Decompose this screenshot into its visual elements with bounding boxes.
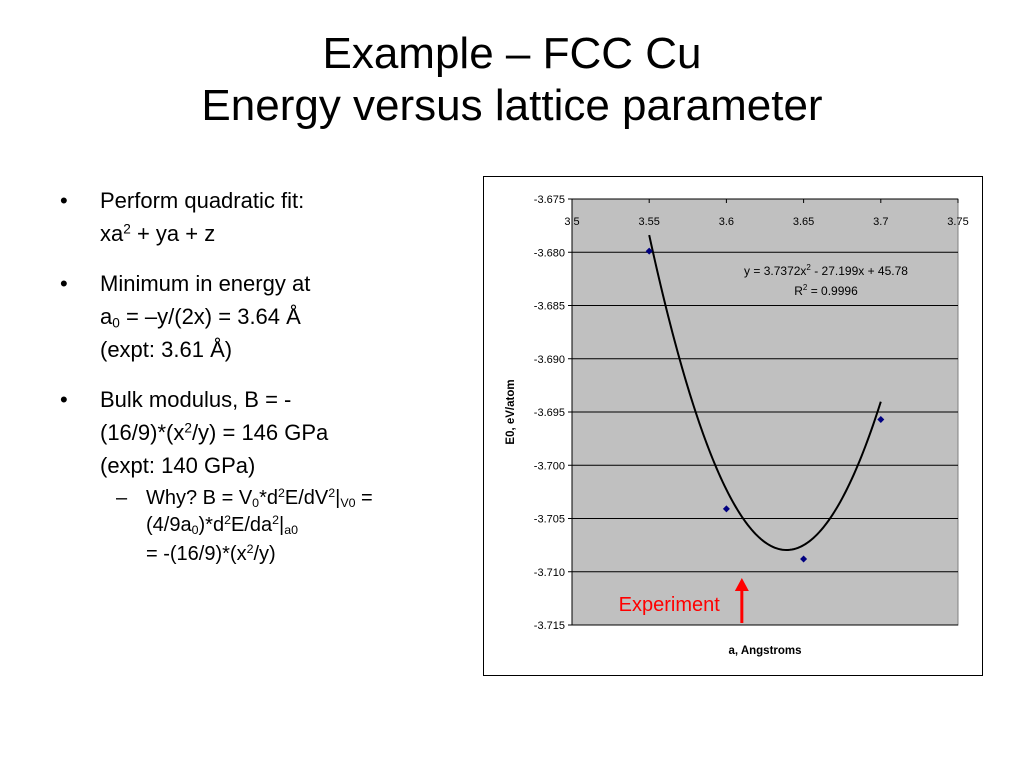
sub-line-2: (4/9a0)*d2E/da2|a0	[146, 513, 299, 538]
sub-bullet-marker: –	[116, 487, 128, 509]
x-tick-label: 3.6	[719, 216, 734, 228]
tick-labels: -3.675 -3.680 -3.685 -3.690 -3.695 -3.700 -3.7…	[534, 194, 969, 632]
y-tick-label: -3.705	[534, 514, 565, 526]
experimental-lattice: (expt: 3.61 Å)	[100, 337, 233, 362]
bullet-text: Bulk modulus, B = -	[100, 387, 292, 412]
trendline-equation: y = 3.7372x2 - 27.199x + 45.78	[744, 263, 908, 278]
bullet-energy-minimum: • Minimum in energy at a0 = –y/(2x) = 3.…	[60, 267, 460, 366]
bullet-marker: •	[60, 188, 68, 213]
sub-bullet-why: – Why? B = V0*d2E/dV2|V0 = (4/9a0)*d2E/d…	[60, 485, 460, 539]
data-point	[877, 415, 885, 423]
fit-formula: xa2 + ya + z	[100, 221, 216, 246]
y-tick-label: -3.680	[534, 247, 565, 259]
sub-line-1: Why? B = V0*d2E/dV2|V0 =	[146, 486, 373, 511]
y-tick-label: -3.690	[534, 354, 565, 366]
r-squared-label: R2 = 0.9996	[794, 283, 858, 298]
bullet-text: Minimum in energy at	[100, 271, 311, 296]
experiment-arrow-icon	[734, 578, 749, 623]
energy-lattice-chart: -3.675 -3.680 -3.685 -3.690 -3.695 -3.700 -3.7…	[483, 176, 983, 676]
y-tick-label: -3.710	[534, 567, 565, 579]
bulk-modulus-formula: (16/9)*(x2/y) = 146 GPa	[100, 420, 329, 445]
data-point	[722, 505, 730, 513]
title-line-2: Energy versus lattice parameter	[201, 81, 823, 130]
fit-curve	[648, 234, 882, 552]
x-tick-label: 3.5	[564, 216, 579, 228]
slide-title: Example – FCC Cu Energy versus lattice p…	[0, 28, 1024, 132]
gridlines	[568, 198, 959, 626]
experiment-label: Experiment	[619, 594, 721, 616]
y-axis-title: E0, eV/atom	[505, 379, 517, 444]
bullet-marker: •	[60, 387, 68, 412]
data-point	[645, 247, 653, 255]
y-tick-label: -3.715	[534, 620, 565, 632]
sub-line-3: = -(16/9)*(x2/y)	[146, 542, 276, 565]
bullet-marker: •	[60, 271, 68, 296]
minimum-formula: a0 = –y/(2x) = 3.64 Å	[100, 304, 301, 331]
x-tick-label: 3.65	[793, 216, 814, 228]
chart-svg: -3.675 -3.680 -3.685 -3.690 -3.695 -3.700 -3.7…	[505, 194, 969, 657]
y-tick-label: -3.695	[534, 407, 565, 419]
y-tick-label: -3.675	[534, 194, 565, 206]
bullet-list: • Perform quadratic fit: xa2 + ya + z • …	[60, 184, 460, 569]
bullet-bulk-modulus: • Bulk modulus, B = - (16/9)*(x2/y) = 14…	[60, 383, 460, 482]
bullet-quadratic-fit: • Perform quadratic fit: xa2 + ya + z	[60, 184, 460, 250]
x-tick-label: 3.55	[638, 216, 659, 228]
experimental-modulus: (expt: 140 GPa)	[100, 453, 256, 478]
data-markers	[645, 247, 885, 563]
y-tick-label: -3.700	[534, 460, 565, 472]
data-point	[800, 555, 808, 563]
bullet-text: Perform quadratic fit:	[100, 188, 305, 213]
title-line-1: Example – FCC Cu	[322, 29, 702, 78]
y-tick-label: -3.685	[534, 301, 565, 313]
x-axis-title: a, Angstroms	[728, 645, 801, 657]
x-tick-label: 3.75	[947, 216, 968, 228]
x-tick-label: 3.7	[873, 216, 888, 228]
